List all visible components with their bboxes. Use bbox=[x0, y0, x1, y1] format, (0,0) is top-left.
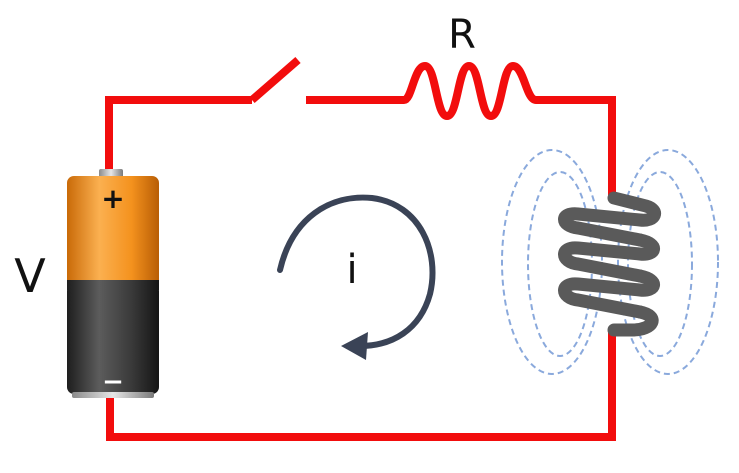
battery-bottom-dark bbox=[67, 284, 159, 394]
current-arrowhead bbox=[341, 332, 368, 360]
wire-bottom bbox=[106, 330, 616, 441]
switch-lever bbox=[249, 56, 301, 104]
battery-positive-label: + bbox=[101, 182, 124, 215]
battery-bottom-cap bbox=[72, 392, 154, 398]
inductor-coil bbox=[558, 191, 661, 337]
field-line-right-outer bbox=[617, 149, 719, 375]
current-label: i bbox=[346, 247, 357, 293]
resistor-zigzag bbox=[400, 62, 540, 120]
voltage-label: V bbox=[14, 249, 46, 303]
battery-cap bbox=[99, 169, 123, 178]
field-line-right-inner bbox=[627, 171, 693, 357]
battery-top-orange bbox=[67, 176, 159, 288]
wire-left-top bbox=[105, 96, 252, 172]
current-arrow bbox=[277, 194, 436, 349]
wires bbox=[105, 96, 616, 441]
battery: + − bbox=[67, 169, 159, 398]
resistor-label: R bbox=[448, 12, 476, 58]
battery-negative-label: − bbox=[102, 367, 124, 397]
field-line-left-outer bbox=[501, 149, 603, 375]
wire-resistor-to-coil bbox=[536, 96, 616, 198]
